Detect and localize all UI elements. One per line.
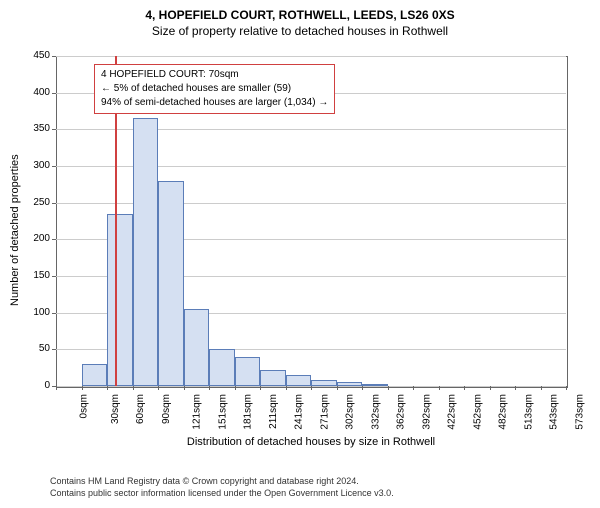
y-tick	[52, 129, 56, 130]
x-tick	[388, 386, 389, 390]
histogram-bar	[158, 181, 184, 386]
x-tick-label: 151sqm	[217, 394, 228, 430]
y-tick	[52, 56, 56, 57]
x-tick	[362, 386, 363, 390]
y-tick-label: 350	[22, 123, 50, 134]
chart-title-sub: Size of property relative to detached ho…	[0, 24, 600, 38]
y-tick-label: 100	[22, 307, 50, 318]
y-tick	[52, 166, 56, 167]
y-tick-label: 450	[22, 50, 50, 61]
x-tick	[56, 386, 57, 390]
y-tick	[52, 276, 56, 277]
histogram-bar	[260, 370, 286, 386]
histogram-bar	[235, 357, 261, 386]
x-tick	[107, 386, 108, 390]
annotation-line-2: ← 5% of detached houses are smaller (59)	[101, 82, 328, 96]
x-tick	[311, 386, 312, 390]
y-tick-label: 400	[22, 87, 50, 98]
x-tick	[133, 386, 134, 390]
chart-title-main: 4, HOPEFIELD COURT, ROTHWELL, LEEDS, LS2…	[0, 8, 600, 22]
histogram-bar	[286, 375, 312, 386]
x-tick-label: 121sqm	[192, 394, 203, 430]
x-tick	[184, 386, 185, 390]
y-gridline	[56, 56, 566, 57]
histogram-bar	[337, 382, 363, 386]
y-tick-label: 150	[22, 270, 50, 281]
x-tick	[337, 386, 338, 390]
x-tick	[286, 386, 287, 390]
x-tick-label: 332sqm	[370, 394, 381, 430]
x-tick-label: 362sqm	[396, 394, 407, 430]
x-tick-label: 302sqm	[345, 394, 356, 430]
y-tick	[52, 239, 56, 240]
footer-line-1: Contains HM Land Registry data © Crown c…	[50, 475, 394, 488]
y-tick	[52, 93, 56, 94]
y-tick	[52, 313, 56, 314]
x-axis-label: Distribution of detached houses by size …	[56, 436, 566, 448]
x-tick-label: 181sqm	[243, 394, 254, 430]
histogram-bar	[82, 364, 108, 386]
x-tick-label: 60sqm	[135, 394, 146, 424]
annotation-box: 4 HOPEFIELD COURT: 70sqm← 5% of detached…	[94, 64, 335, 114]
x-tick	[515, 386, 516, 390]
histogram-bar	[107, 214, 133, 386]
y-tick	[52, 349, 56, 350]
x-tick	[464, 386, 465, 390]
y-tick	[52, 203, 56, 204]
histogram-bar	[209, 349, 235, 386]
x-tick-label: 241sqm	[294, 394, 305, 430]
annotation-line-3: 94% of semi-detached houses are larger (…	[101, 96, 328, 110]
x-tick	[158, 386, 159, 390]
x-tick-label: 30sqm	[110, 394, 121, 424]
x-tick	[82, 386, 83, 390]
x-tick-label: 392sqm	[421, 394, 432, 430]
x-tick	[566, 386, 567, 390]
y-tick-label: 300	[22, 160, 50, 171]
x-tick-label: 90sqm	[161, 394, 172, 424]
x-tick-label: 543sqm	[549, 394, 560, 430]
annotation-line-1: 4 HOPEFIELD COURT: 70sqm	[101, 68, 328, 82]
x-tick-label: 513sqm	[523, 394, 534, 430]
y-axis-label: Number of detached properties	[9, 136, 21, 306]
x-tick-label: 271sqm	[319, 394, 330, 430]
y-tick-label: 50	[22, 343, 50, 354]
x-tick-label: 211sqm	[267, 394, 278, 429]
x-tick	[490, 386, 491, 390]
x-tick	[439, 386, 440, 390]
x-tick	[235, 386, 236, 390]
x-tick	[209, 386, 210, 390]
x-tick-label: 573sqm	[574, 394, 585, 430]
histogram-bar	[133, 118, 159, 386]
x-tick-label: 482sqm	[498, 394, 509, 430]
histogram-bar	[184, 309, 210, 386]
x-tick-label: 0sqm	[78, 394, 89, 418]
y-tick-label: 250	[22, 197, 50, 208]
y-tick-label: 0	[22, 380, 50, 391]
histogram-bar	[362, 384, 388, 386]
x-tick-label: 422sqm	[447, 394, 458, 430]
footer-line-2: Contains public sector information licen…	[50, 487, 394, 500]
x-tick-label: 452sqm	[472, 394, 483, 430]
x-tick	[413, 386, 414, 390]
y-tick-label: 200	[22, 233, 50, 244]
chart-container: { "titles": { "main": "4, HOPEFIELD COUR…	[0, 8, 600, 508]
x-tick	[541, 386, 542, 390]
x-tick	[260, 386, 261, 390]
footer-text: Contains HM Land Registry data © Crown c…	[50, 475, 394, 500]
histogram-bar	[311, 380, 337, 386]
